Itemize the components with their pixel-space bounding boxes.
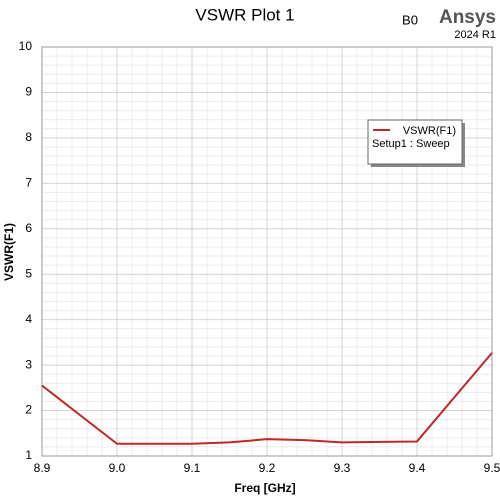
y-tick-label: 10 [19, 39, 33, 53]
x-axis-label: Freq [GHz] [234, 481, 295, 495]
y-tick-label: 3 [25, 357, 32, 371]
x-tick-label: 8.9 [34, 461, 51, 475]
legend-label: VSWR(F1) [403, 125, 456, 137]
legend-box [367, 119, 463, 165]
y-tick-label: 4 [25, 312, 32, 326]
badge: B0 [402, 12, 418, 27]
y-tick-label: 8 [25, 130, 32, 144]
x-tick-label: 9.2 [259, 461, 276, 475]
chart-title: VSWR Plot 1 [195, 5, 294, 24]
y-tick-label: 6 [25, 221, 32, 235]
x-tick-label: 9.4 [409, 461, 426, 475]
x-tick-label: 9.3 [334, 461, 351, 475]
brand: Ansys [439, 7, 496, 28]
version: 2024 R1 [454, 29, 496, 41]
plot-frame [41, 46, 493, 457]
x-tick-label: 9.5 [484, 461, 500, 475]
x-tick-label: 9.1 [184, 461, 201, 475]
legend-subtitle: Setup1 : Sweep [372, 138, 450, 150]
y-tick-label: 1 [25, 448, 32, 462]
y-tick-label: 9 [25, 85, 32, 99]
y-tick-label: 7 [25, 176, 32, 190]
data-line [41, 352, 493, 445]
y-tick-label: 5 [25, 266, 32, 280]
x-tick-label: 9.0 [109, 461, 126, 475]
y-tick-label: 2 [25, 403, 32, 417]
y-axis-label: VSWR(F1) [2, 223, 16, 281]
